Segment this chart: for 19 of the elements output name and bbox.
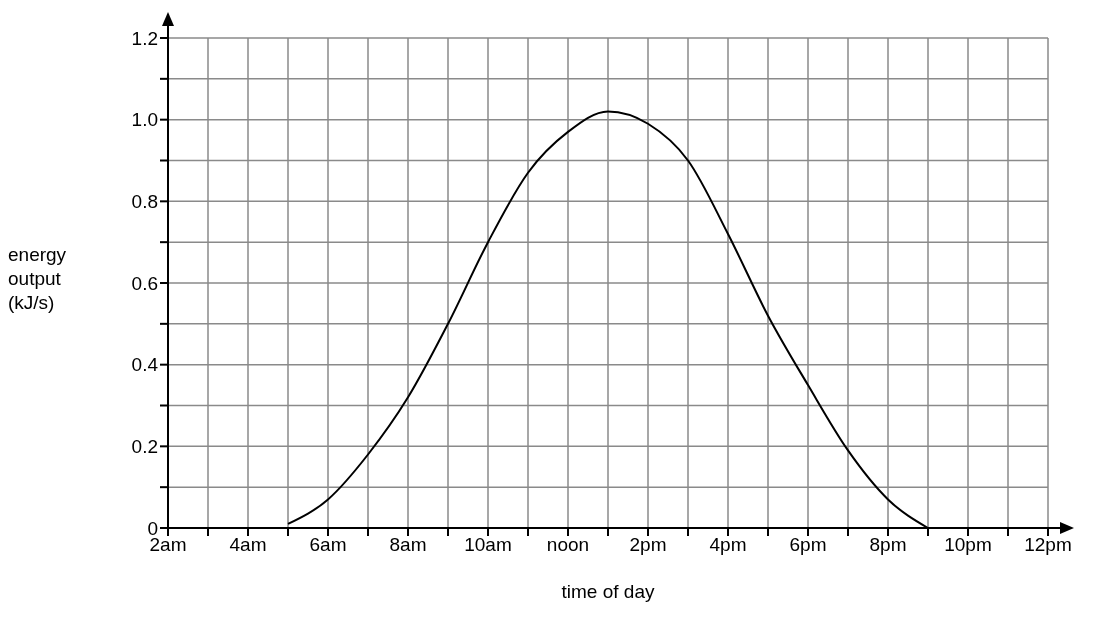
x-tick-label: 4am: [229, 534, 267, 556]
x-tick-label: 10am: [464, 534, 512, 556]
y-axis-title: energy output (kJ/s): [8, 243, 68, 315]
y-tick-label: 0.2: [131, 436, 158, 458]
x-tick-label: 12pm: [1024, 534, 1072, 556]
x-tick-label: noon: [546, 534, 590, 556]
x-tick-label: 4pm: [709, 534, 747, 556]
x-tick-label: 6am: [309, 534, 347, 556]
x-tick-label: 8pm: [869, 534, 907, 556]
y-tick-label: 1.0: [131, 109, 158, 131]
x-tick-label: 8am: [389, 534, 427, 556]
y-tick-label: 1.2: [131, 27, 158, 49]
x-tick-label: 6pm: [789, 534, 827, 556]
y-tick-label: 0.8: [131, 191, 158, 213]
y-tick-label: 0.6: [131, 272, 158, 294]
y-tick-label: 0.4: [131, 354, 159, 376]
x-tick-label: 10pm: [944, 534, 992, 556]
x-tick-label: 2pm: [629, 534, 667, 556]
x-axis-title: time of day: [561, 581, 655, 602]
